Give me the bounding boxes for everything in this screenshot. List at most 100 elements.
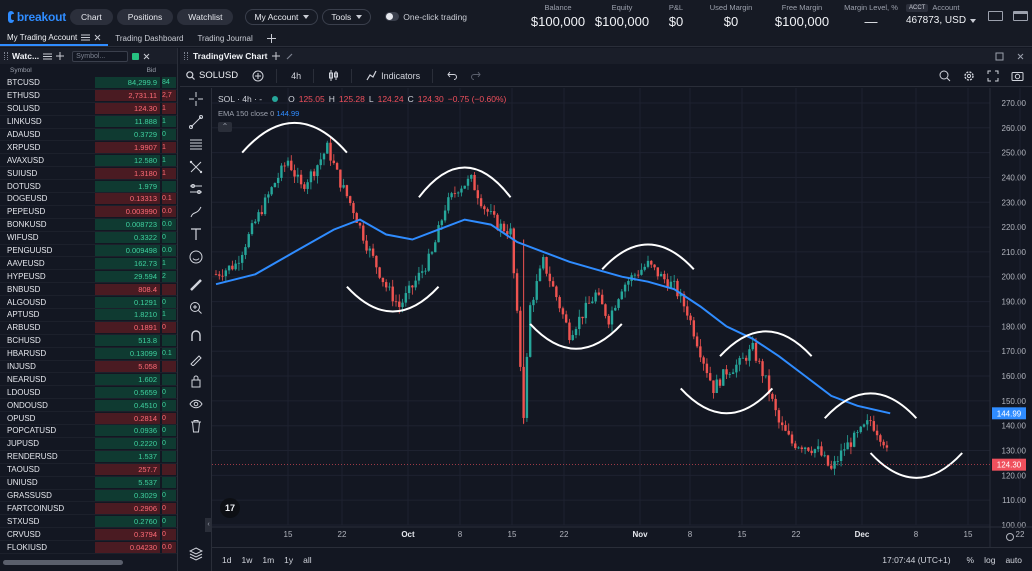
symbol-search-button[interactable]: SOLUSD <box>186 70 238 81</box>
redo-button[interactable] <box>471 71 481 80</box>
nav-watchlist-button[interactable]: Watchlist <box>177 8 234 25</box>
gear-icon[interactable] <box>963 70 975 82</box>
range-1m[interactable]: 1m <box>262 554 275 565</box>
tools-dropdown[interactable]: Tools <box>322 8 372 25</box>
prediction-tool[interactable] <box>180 178 212 201</box>
watchlist-row[interactable]: SUIUSD 1.3180 1 <box>0 167 177 181</box>
watchlist-row[interactable]: PENGUUSD 0.009498 0.0 <box>0 245 177 258</box>
watchlist-row[interactable]: ETHUSD 2,731.11 2,7 <box>0 90 177 103</box>
collapse-panel-handle[interactable]: ‹ <box>205 518 212 532</box>
tab-my-trading-account[interactable]: My Trading Account <box>0 33 109 46</box>
indicators-button[interactable]: Indicators <box>366 70 420 81</box>
watchlist-row[interactable]: JUPUSD 0.2220 0 <box>0 438 177 451</box>
stay-drawing-tool[interactable] <box>180 348 212 371</box>
close-icon[interactable] <box>1017 53 1024 60</box>
tab-trading-journal[interactable]: Trading Journal <box>197 34 253 43</box>
axis-settings-icon[interactable] <box>1006 533 1014 541</box>
watchlist-row[interactable]: LINKUSD 11.888 1 <box>0 116 177 129</box>
layout-icon[interactable] <box>988 11 1003 21</box>
watchlist-row[interactable]: STXUSD 0.2760 0 <box>0 515 177 529</box>
watchlist-row[interactable]: RENDERUSD 1.537 <box>0 451 177 464</box>
watchlist-row[interactable]: ADAUSD 0.3729 0 <box>0 129 177 142</box>
drag-handle-icon[interactable] <box>4 52 8 60</box>
collapse-legend-icon[interactable]: ⌃ <box>218 122 232 132</box>
watchlist-row[interactable]: BTCUSD 84,299.9 84 <box>0 77 177 90</box>
menu-icon[interactable] <box>43 53 53 60</box>
auto-toggle[interactable]: auto <box>1005 554 1022 565</box>
range-1w[interactable]: 1w <box>241 554 253 565</box>
menu-icon[interactable] <box>81 34 91 41</box>
watchlist-row[interactable]: XRPUSD 1.9907 1 <box>0 141 177 155</box>
log-toggle[interactable]: log <box>984 554 996 565</box>
watchlist-row[interactable]: OPUSD 0.2814 0 <box>0 412 177 426</box>
chart-clock[interactable]: 17:07:44 (UTC+1) <box>882 554 951 565</box>
hide-tool[interactable] <box>180 393 212 416</box>
close-icon[interactable] <box>94 34 101 41</box>
watchlist-row[interactable]: GRASSUSD 0.3029 0 <box>0 489 177 503</box>
crosshair-tool[interactable] <box>180 88 212 111</box>
compare-button[interactable] <box>252 70 264 82</box>
nav-positions-button[interactable]: Positions <box>116 8 174 25</box>
watchlist-row[interactable]: DOTUSD 1.979 <box>0 180 177 194</box>
account-selector[interactable]: ACCT Account 467873, USD <box>906 3 977 26</box>
plus-icon[interactable] <box>56 52 65 60</box>
drag-handle-icon[interactable] <box>184 52 188 60</box>
tab-trading-dashboard[interactable]: Trading Dashboard <box>115 34 184 43</box>
watchlist-row[interactable]: ONDOUSD 0.4510 0 <box>0 399 177 413</box>
watchlist-row[interactable]: DOGEUSD 0.13313 0.1 <box>0 193 177 206</box>
column-symbol[interactable]: Symbol <box>10 67 32 74</box>
plus-icon[interactable] <box>272 52 281 60</box>
watchlist-row[interactable]: LDOUSD 0.5659 0 <box>0 386 177 400</box>
brand-logo[interactable]: breakout <box>8 10 66 24</box>
watchlist-row[interactable]: ALGOUSD 0.1291 0 <box>0 296 177 310</box>
fib-tool[interactable] <box>180 133 212 156</box>
watchlist-row[interactable]: FLOKIUSD 0.04230 0.0 <box>0 541 177 554</box>
watchlist-row[interactable]: ARBUSD 0.1891 0 <box>0 322 177 335</box>
price-chart[interactable]: 270.00 260.00 250.00 240.00 230.00 220.00 210.… <box>212 88 1032 547</box>
watchlist-row[interactable]: APTUSD 1.8210 1 <box>0 309 177 322</box>
range-1y[interactable]: 1y <box>284 554 294 565</box>
symbol-search-input[interactable]: Symbol... <box>72 50 129 62</box>
watchlist-row[interactable]: AVAXUSD 12.580 1 <box>0 154 177 168</box>
ruler-tool[interactable] <box>180 274 212 297</box>
watchlist-row[interactable]: WIFUSD 0.3322 0 <box>0 232 177 245</box>
add-tab-button[interactable] <box>260 33 283 46</box>
link-icon[interactable] <box>285 52 294 61</box>
watchlist-row[interactable]: HYPEUSD 29.594 2 <box>0 270 177 284</box>
text-tool[interactable] <box>180 223 212 246</box>
watchlist-row[interactable]: SOLUSD 124.30 1 <box>0 103 177 116</box>
watchlist-row[interactable]: NEARUSD 1.602 <box>0 373 177 387</box>
watchlist-row[interactable]: BONKUSD 0.008723 0.0 <box>0 219 177 232</box>
zoom-tool[interactable] <box>180 297 212 320</box>
percent-toggle[interactable]: % <box>966 554 975 565</box>
close-icon[interactable] <box>143 53 150 60</box>
object-tree-tool[interactable] <box>180 543 212 566</box>
delete-tool[interactable] <box>180 415 212 438</box>
tradingview-logo[interactable]: 17 <box>220 498 240 518</box>
column-bid[interactable]: Bid <box>146 67 156 74</box>
maximize-icon[interactable] <box>995 52 1004 61</box>
lock-tool[interactable] <box>180 370 212 393</box>
nav-chart-button[interactable]: Chart <box>70 8 113 25</box>
watchlist-row[interactable]: HBARUSD 0.13099 0.1 <box>0 348 177 361</box>
watchlist-row[interactable]: UNIUSD 5.537 <box>0 477 177 490</box>
magnet-tool[interactable] <box>180 325 212 348</box>
pattern-tool[interactable] <box>180 156 212 179</box>
watchlist-row[interactable]: INJUSD 5.058 <box>0 361 177 374</box>
watchlist-row[interactable]: BNBUSD 808.4 <box>0 283 177 297</box>
watchlist-row[interactable]: BCHUSD 513.8 <box>0 335 177 348</box>
undo-button[interactable] <box>447 71 458 80</box>
watchlist-row[interactable]: PEPEUSD 0.003990 0.0 <box>0 206 177 219</box>
watchlist-row[interactable]: CRVUSD 0.3794 0 <box>0 528 177 542</box>
one-click-toggle[interactable] <box>385 12 400 21</box>
screen-search-icon[interactable] <box>939 70 951 82</box>
fullscreen-icon[interactable] <box>987 70 999 82</box>
camera-icon[interactable] <box>1011 70 1024 81</box>
watchlist-row[interactable]: AAVEUSD 162.73 1 <box>0 257 177 271</box>
horizontal-scrollbar[interactable] <box>3 560 123 565</box>
range-1d[interactable]: 1d <box>222 554 232 565</box>
watchlist-row[interactable]: TAOUSD 257.7 <box>0 464 177 477</box>
window-icon[interactable] <box>1013 11 1028 21</box>
brush-tool[interactable] <box>180 201 212 224</box>
watchlist-row[interactable]: POPCATUSD 0.0936 0 <box>0 425 177 438</box>
